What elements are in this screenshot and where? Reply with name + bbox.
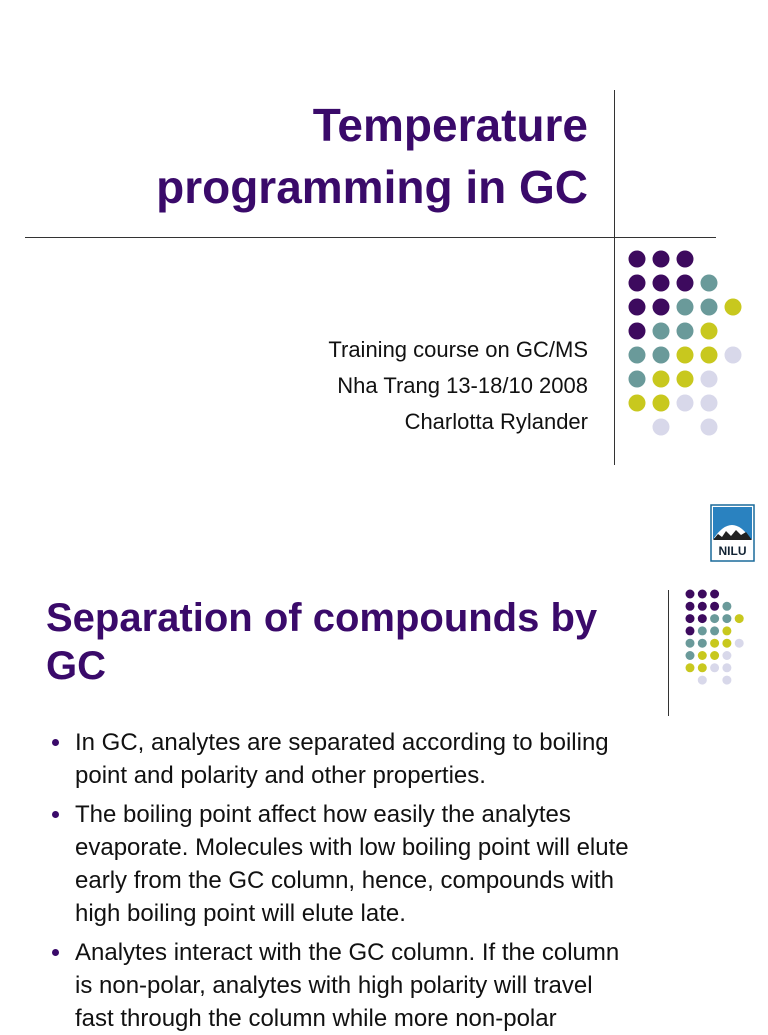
decor-dot — [685, 601, 695, 611]
decor-dot — [685, 651, 695, 660]
decor-dot — [676, 394, 694, 412]
decor-dot — [722, 614, 732, 624]
decor-dot — [652, 250, 670, 268]
decor-dot — [628, 274, 646, 292]
decor-dot — [628, 250, 646, 268]
decor-dot — [628, 322, 646, 340]
bullet-dot — [52, 739, 59, 746]
decor-dot — [697, 614, 707, 624]
bullet-line: point and polarity and other properties. — [75, 762, 486, 789]
decor-dot — [722, 638, 732, 648]
subtitle-line: Nha Trang 13-18/10 2008 — [337, 373, 588, 398]
decor-dot — [652, 418, 670, 436]
decor-dot — [710, 601, 720, 611]
decor-dot — [734, 638, 744, 648]
decor-dot — [734, 614, 744, 624]
decor-dot — [685, 589, 695, 599]
decor-dot — [697, 675, 707, 685]
decor-dot — [676, 370, 694, 388]
decor-dot — [628, 394, 646, 412]
decor-dot — [710, 589, 720, 599]
logo: NILU — [710, 504, 755, 562]
decor-dot — [685, 638, 695, 648]
decor-dot — [676, 322, 694, 340]
decor-dot — [676, 274, 694, 292]
decor-dot — [700, 418, 718, 436]
bullet-line: The boiling point affect how easily the … — [75, 801, 571, 828]
decor-dot — [697, 663, 707, 673]
decor-dot — [685, 626, 695, 636]
decor-dot — [697, 589, 707, 599]
decor-dot — [722, 663, 732, 673]
decor-dot — [652, 394, 670, 412]
decor-dot — [722, 626, 732, 636]
decor-dot — [697, 638, 707, 648]
decor-dot — [652, 274, 670, 292]
title-line: GC — [46, 644, 106, 688]
decor-dot — [710, 663, 720, 673]
decor-dot — [722, 675, 732, 685]
decor-dot — [700, 394, 718, 412]
bullet-line: high boiling point will elute late. — [75, 900, 406, 927]
bullet-line: is non-polar, analytes with high polarit… — [75, 972, 593, 999]
decor-dot — [700, 346, 718, 364]
decor-dot — [676, 346, 694, 364]
decor-dot — [700, 298, 718, 316]
decor-dot — [676, 298, 694, 316]
decor-dot — [724, 298, 742, 316]
title-line: programming in GC — [156, 161, 588, 213]
subtitle-line: Charlotta Rylander — [404, 409, 588, 434]
decor-dot — [676, 250, 694, 268]
bullet-line: Analytes interact with the GC column. If… — [75, 939, 620, 966]
decor-dot — [652, 370, 670, 388]
bullet-line: In GC, analytes are separated according … — [75, 729, 609, 756]
decor-dot — [722, 601, 732, 611]
title-line: Temperature — [312, 99, 588, 151]
decor-dot — [697, 626, 707, 636]
decor-dot — [710, 614, 720, 624]
decor-dot — [710, 638, 720, 648]
decor-dot — [710, 651, 720, 660]
decor-dot — [652, 322, 670, 340]
decor-dot — [652, 346, 670, 364]
decor-dot — [710, 626, 720, 636]
decor-dot — [697, 651, 707, 660]
decor-dot — [652, 298, 670, 316]
decor-dot — [628, 346, 646, 364]
decor-dot — [628, 298, 646, 316]
decor-dot — [628, 370, 646, 388]
decor-dot — [685, 614, 695, 624]
subtitle-line: Training course on GC/MS — [328, 337, 588, 362]
title-line: Separation of compounds by — [46, 596, 598, 640]
decor-dot — [724, 346, 742, 364]
bullet-dot — [52, 949, 59, 956]
bullet-line: fast through the column while more non-p… — [75, 1005, 557, 1032]
bullet-line: early from the GC column, hence, compoun… — [75, 867, 614, 894]
decor-dot — [700, 322, 718, 340]
decor-dot — [700, 274, 718, 292]
decor-dot — [685, 663, 695, 673]
decor-dot — [722, 651, 732, 660]
bullet-line: evaporate. Molecules with low boiling po… — [75, 834, 629, 861]
decor-dot — [697, 601, 707, 611]
decor-dot — [700, 370, 718, 388]
logo-text: NILU — [719, 544, 747, 558]
bullet-dot — [52, 811, 59, 818]
